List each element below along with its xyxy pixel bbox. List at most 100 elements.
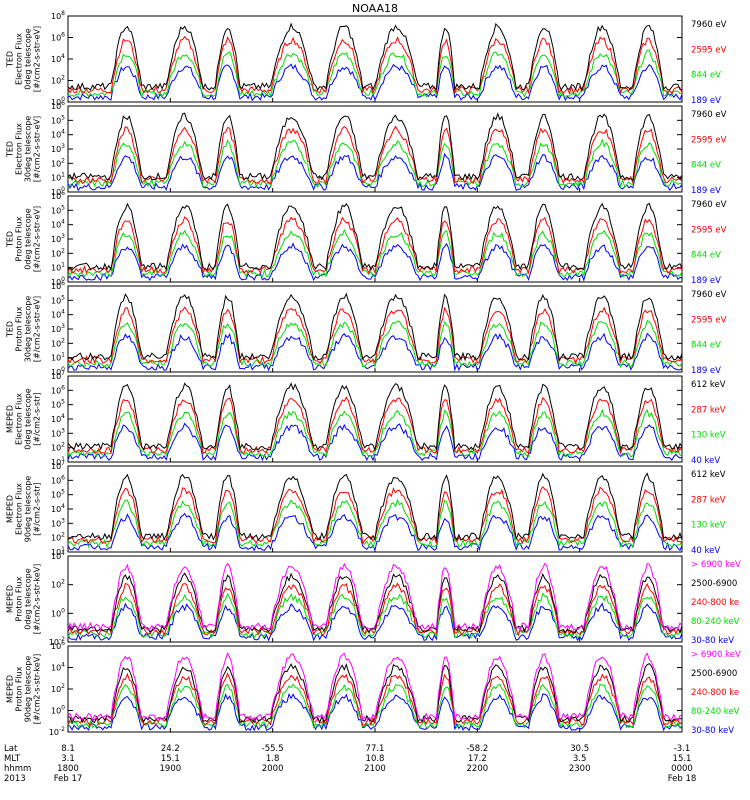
series-trace-2 (67, 228, 683, 279)
x-row-label: hhmm (4, 764, 31, 774)
series-trace-3 (67, 63, 683, 102)
legend-entry: 7960 eV (691, 110, 727, 120)
legend-entry: 130 keV (691, 521, 726, 531)
x-tick-hhmm: 2000 (262, 764, 284, 774)
series-trace-2 (67, 138, 683, 189)
y-axis-label: MEPEDProton Flux0deg telescope[#/cm2-s-s… (6, 564, 42, 635)
legend-entry: 40 keV (691, 456, 720, 466)
y-tick-label: 102 (51, 532, 65, 543)
x-row-label: MLT (4, 754, 21, 764)
x-tick-lat: 8.1 (61, 744, 75, 754)
y-tick-label: 104 (51, 129, 65, 140)
series-trace-3 (67, 152, 683, 192)
y-tick-label: 106 (51, 640, 65, 651)
x-tick-hhmm: 2100 (364, 764, 386, 774)
legend-entry: 7960 eV (691, 20, 727, 30)
y-tick-label: 104 (51, 53, 65, 64)
legend-entry: 40 keV (691, 546, 720, 556)
panel-meped-p-0: 10-2 100 102 104 MEPEDProton Flux0deg telesc… (6, 550, 742, 647)
panel-ted-e-0: 100 102 104 106 108 TEDElectron Flux0deg tele… (6, 10, 727, 107)
y-axis-label: MEPEDElectron Flux90deg telescope[#/cm2-… (6, 476, 42, 543)
legend-entry: 844 eV (691, 341, 721, 351)
legend-entry: 2500-6900 (691, 669, 737, 679)
legend-entry: > 6900 keV (691, 560, 741, 570)
y-tick-label: 102 (51, 337, 65, 348)
y-tick-label: 10-2 (49, 726, 65, 737)
series-trace-1 (67, 35, 683, 95)
y-tick-label: 105 (51, 399, 65, 410)
y-tick-label: 102 (51, 247, 65, 258)
legend-entry: 240-800 ke (691, 598, 739, 608)
y-tick-label: 102 (51, 157, 65, 168)
legend-entry: 2595 eV (691, 315, 727, 325)
y-tick-label: 100 (51, 186, 65, 197)
legend-entry: 2595 eV (691, 135, 727, 145)
y-axis-label: TEDElectron Flux0deg telescope[#/cm2-s-s… (6, 26, 42, 92)
x-tick-lat: 77.1 (366, 744, 385, 754)
legend-entry: 7960 eV (691, 290, 727, 300)
legend-entry: 189 eV (691, 186, 721, 196)
panel-meped-e-0: 101 102 103 104 105 106 107 MEPEDElectron Flux0… (6, 370, 726, 467)
y-tick-label: 104 (51, 413, 65, 424)
x-tick-hhmm: 1900 (160, 764, 182, 774)
legend-entry: 189 eV (691, 366, 721, 376)
legend-entry: 612 keV (691, 380, 726, 390)
y-tick-label: 101 (51, 172, 65, 183)
legend-entry: 80-240 keV (691, 707, 740, 717)
y-axis-label: TEDProton Flux0deg telescope[#/cm2-s-str… (6, 206, 42, 272)
y-tick-label: 105 (51, 204, 65, 215)
series-trace-1 (67, 216, 683, 275)
legend-entry: 287 keV (691, 495, 726, 505)
legend-entry: 2500-6900 (691, 579, 737, 589)
legend-entry: 30-80 keV (691, 726, 734, 736)
panel-meped-e-90: 101 102 103 104 105 106 107 MEPEDElectron Flux9… (6, 460, 726, 557)
y-axis-label: MEPEDElectron Flux0deg telescope[#/cm2-s… (6, 388, 42, 449)
x-tick-date: Feb 17 (54, 774, 83, 784)
x-tick-mlt: 3.5 (573, 754, 587, 764)
y-tick-label: 10-2 (49, 636, 65, 647)
legend-entry: 7960 eV (691, 200, 727, 210)
x-tick-hhmm: 0000 (671, 764, 693, 774)
y-tick-label: 101 (51, 546, 65, 557)
y-tick-label: 102 (51, 683, 65, 694)
y-axis-label: MEPEDProton Flux90deg telescope[#/cm2-s-… (6, 654, 42, 725)
series-trace-1 (67, 306, 683, 365)
series-trace-4 (67, 602, 683, 642)
panels: 100 102 104 106 108 TEDElectron Flux0deg tele… (6, 10, 742, 737)
series-trace-3 (67, 422, 683, 462)
x-tick-lat: -58.2 (466, 744, 488, 754)
series-trace-1 (67, 125, 683, 185)
y-tick-label: 101 (51, 456, 65, 467)
y-tick-label: 102 (51, 579, 65, 590)
y-tick-label: 105 (51, 114, 65, 125)
y-tick-label: 104 (51, 219, 65, 230)
series-trace-3 (67, 512, 683, 552)
x-tick-mlt: 1.8 (266, 754, 280, 764)
series-trace-2 (67, 319, 683, 369)
y-tick-label: 100 (51, 607, 65, 618)
legend-entry: 612 keV (691, 470, 726, 480)
y-tick-label: 101 (51, 352, 65, 363)
y-tick-label: 102 (51, 75, 65, 86)
chart-title: NOAA18 (352, 2, 398, 15)
y-tick-label: 106 (51, 474, 65, 485)
x-tick-mlt: 10.8 (366, 754, 385, 764)
legend-entry: 80-240 keV (691, 617, 740, 627)
panel-meped-p-90: 10-2 100 102 104 106 MEPEDProton Flux90deg te… (6, 640, 742, 737)
y-tick-label: 104 (51, 550, 65, 561)
series-trace-0 (67, 652, 683, 721)
x-row-label: Lat (4, 744, 18, 754)
series-trace-0 (67, 22, 683, 92)
legend-entry: 189 eV (691, 96, 721, 106)
series-trace-3 (67, 242, 683, 282)
y-tick-label: 100 (51, 705, 65, 716)
y-tick-label: 105 (51, 489, 65, 500)
y-tick-label: 103 (51, 323, 65, 334)
x-tick-mlt: 3.1 (61, 754, 75, 764)
x-tick-lat: -3.1 (674, 744, 691, 754)
x-row-label: 2013 (4, 774, 26, 784)
y-tick-label: 100 (51, 276, 65, 287)
series-trace-0 (67, 562, 683, 632)
